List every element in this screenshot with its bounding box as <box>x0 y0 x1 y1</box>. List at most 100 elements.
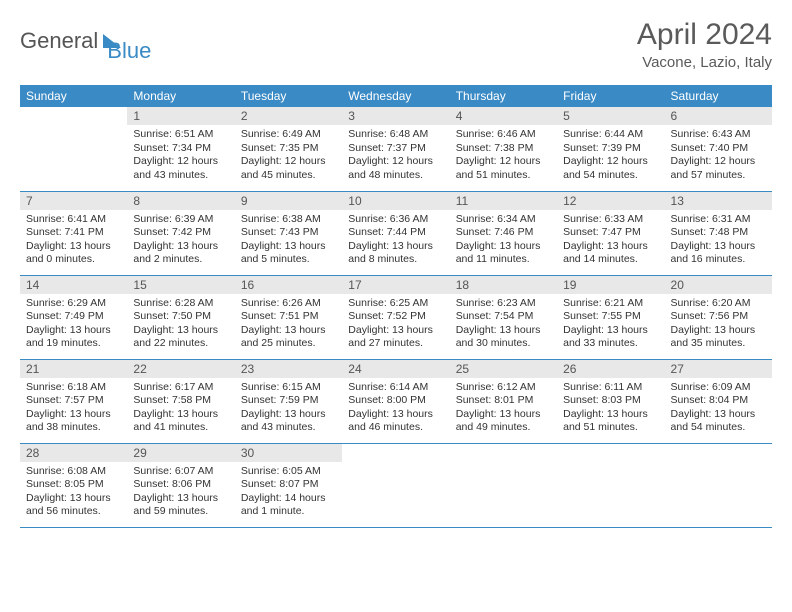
calendar-cell-empty <box>450 443 557 527</box>
daylight-line: Daylight: 13 hours and 59 minutes. <box>133 492 218 518</box>
weekday-header: Tuesday <box>235 85 342 107</box>
day-body: Sunrise: 6:28 AMSunset: 7:50 PMDaylight:… <box>127 294 234 356</box>
calendar-cell: 2Sunrise: 6:49 AMSunset: 7:35 PMDaylight… <box>235 107 342 191</box>
sunset-line: Sunset: 7:57 PM <box>26 394 104 406</box>
day-number: 1 <box>127 107 234 125</box>
day-number: 14 <box>20 276 127 294</box>
sunrise-line: Sunrise: 6:18 AM <box>26 381 106 393</box>
sunrise-line: Sunrise: 6:39 AM <box>133 213 213 225</box>
weekday-header: Sunday <box>20 85 127 107</box>
calendar-cell: 26Sunrise: 6:11 AMSunset: 8:03 PMDayligh… <box>557 359 664 443</box>
day-number: 7 <box>20 192 127 210</box>
daylight-line: Daylight: 13 hours and 33 minutes. <box>563 324 648 350</box>
day-body: Sunrise: 6:46 AMSunset: 7:38 PMDaylight:… <box>450 125 557 187</box>
calendar-cell: 27Sunrise: 6:09 AMSunset: 8:04 PMDayligh… <box>665 359 772 443</box>
day-body: Sunrise: 6:14 AMSunset: 8:00 PMDaylight:… <box>342 378 449 440</box>
day-number: 2 <box>235 107 342 125</box>
calendar-cell: 17Sunrise: 6:25 AMSunset: 7:52 PMDayligh… <box>342 275 449 359</box>
page-subtitle: Vacone, Lazio, Italy <box>637 54 772 71</box>
calendar-row: 7Sunrise: 6:41 AMSunset: 7:41 PMDaylight… <box>20 191 772 275</box>
daylight-line: Daylight: 13 hours and 11 minutes. <box>456 240 541 266</box>
sunset-line: Sunset: 7:38 PM <box>456 142 534 154</box>
day-body: Sunrise: 6:44 AMSunset: 7:39 PMDaylight:… <box>557 125 664 187</box>
sunset-line: Sunset: 7:59 PM <box>241 394 319 406</box>
calendar-cell: 16Sunrise: 6:26 AMSunset: 7:51 PMDayligh… <box>235 275 342 359</box>
daylight-line: Daylight: 12 hours and 45 minutes. <box>241 155 326 181</box>
sunset-line: Sunset: 8:07 PM <box>241 478 319 490</box>
calendar-cell: 18Sunrise: 6:23 AMSunset: 7:54 PMDayligh… <box>450 275 557 359</box>
sunset-line: Sunset: 7:44 PM <box>348 226 426 238</box>
calendar-cell: 7Sunrise: 6:41 AMSunset: 7:41 PMDaylight… <box>20 191 127 275</box>
sunrise-line: Sunrise: 6:21 AM <box>563 297 643 309</box>
calendar-cell: 20Sunrise: 6:20 AMSunset: 7:56 PMDayligh… <box>665 275 772 359</box>
sunset-line: Sunset: 7:50 PM <box>133 310 211 322</box>
logo: General Blue <box>20 18 151 64</box>
sunset-line: Sunset: 8:05 PM <box>26 478 104 490</box>
calendar-cell: 8Sunrise: 6:39 AMSunset: 7:42 PMDaylight… <box>127 191 234 275</box>
day-body: Sunrise: 6:09 AMSunset: 8:04 PMDaylight:… <box>665 378 772 440</box>
calendar-cell: 13Sunrise: 6:31 AMSunset: 7:48 PMDayligh… <box>665 191 772 275</box>
daylight-line: Daylight: 13 hours and 38 minutes. <box>26 408 111 434</box>
sunrise-line: Sunrise: 6:25 AM <box>348 297 428 309</box>
day-number: 25 <box>450 360 557 378</box>
calendar-cell: 23Sunrise: 6:15 AMSunset: 7:59 PMDayligh… <box>235 359 342 443</box>
day-number: 8 <box>127 192 234 210</box>
day-number: 29 <box>127 444 234 462</box>
sunrise-line: Sunrise: 6:23 AM <box>456 297 536 309</box>
day-number: 26 <box>557 360 664 378</box>
daylight-line: Daylight: 12 hours and 54 minutes. <box>563 155 648 181</box>
logo-text-general: General <box>20 28 98 54</box>
sunset-line: Sunset: 8:04 PM <box>671 394 749 406</box>
sunrise-line: Sunrise: 6:11 AM <box>563 381 642 393</box>
calendar-cell: 10Sunrise: 6:36 AMSunset: 7:44 PMDayligh… <box>342 191 449 275</box>
sunrise-line: Sunrise: 6:38 AM <box>241 213 321 225</box>
sunset-line: Sunset: 7:40 PM <box>671 142 749 154</box>
sunset-line: Sunset: 7:43 PM <box>241 226 319 238</box>
daylight-line: Daylight: 13 hours and 56 minutes. <box>26 492 111 518</box>
day-body: Sunrise: 6:38 AMSunset: 7:43 PMDaylight:… <box>235 210 342 272</box>
day-body: Sunrise: 6:48 AMSunset: 7:37 PMDaylight:… <box>342 125 449 187</box>
calendar-cell: 12Sunrise: 6:33 AMSunset: 7:47 PMDayligh… <box>557 191 664 275</box>
daylight-line: Daylight: 13 hours and 2 minutes. <box>133 240 218 266</box>
day-body: Sunrise: 6:07 AMSunset: 8:06 PMDaylight:… <box>127 462 234 524</box>
day-body: Sunrise: 6:15 AMSunset: 7:59 PMDaylight:… <box>235 378 342 440</box>
day-number: 15 <box>127 276 234 294</box>
day-number: 18 <box>450 276 557 294</box>
daylight-line: Daylight: 12 hours and 48 minutes. <box>348 155 433 181</box>
sunset-line: Sunset: 7:41 PM <box>26 226 104 238</box>
calendar-body: 1Sunrise: 6:51 AMSunset: 7:34 PMDaylight… <box>20 107 772 527</box>
day-body: Sunrise: 6:51 AMSunset: 7:34 PMDaylight:… <box>127 125 234 187</box>
sunrise-line: Sunrise: 6:07 AM <box>133 465 213 477</box>
weekday-header: Thursday <box>450 85 557 107</box>
day-body: Sunrise: 6:25 AMSunset: 7:52 PMDaylight:… <box>342 294 449 356</box>
day-number: 9 <box>235 192 342 210</box>
sunset-line: Sunset: 7:54 PM <box>456 310 534 322</box>
daylight-line: Daylight: 13 hours and 51 minutes. <box>563 408 648 434</box>
calendar-cell-empty <box>665 443 772 527</box>
sunset-line: Sunset: 8:00 PM <box>348 394 426 406</box>
calendar-row: 21Sunrise: 6:18 AMSunset: 7:57 PMDayligh… <box>20 359 772 443</box>
daylight-line: Daylight: 13 hours and 25 minutes. <box>241 324 326 350</box>
page-title: April 2024 <box>637 18 772 52</box>
sunset-line: Sunset: 8:01 PM <box>456 394 534 406</box>
day-number: 6 <box>665 107 772 125</box>
calendar-cell: 4Sunrise: 6:46 AMSunset: 7:38 PMDaylight… <box>450 107 557 191</box>
calendar-cell: 9Sunrise: 6:38 AMSunset: 7:43 PMDaylight… <box>235 191 342 275</box>
sunrise-line: Sunrise: 6:51 AM <box>133 128 213 140</box>
day-body: Sunrise: 6:39 AMSunset: 7:42 PMDaylight:… <box>127 210 234 272</box>
sunrise-line: Sunrise: 6:17 AM <box>133 381 213 393</box>
day-number: 24 <box>342 360 449 378</box>
calendar-cell-empty <box>557 443 664 527</box>
daylight-line: Daylight: 12 hours and 57 minutes. <box>671 155 756 181</box>
daylight-line: Daylight: 13 hours and 27 minutes. <box>348 324 433 350</box>
sunrise-line: Sunrise: 6:20 AM <box>671 297 751 309</box>
calendar-cell: 25Sunrise: 6:12 AMSunset: 8:01 PMDayligh… <box>450 359 557 443</box>
sunset-line: Sunset: 7:47 PM <box>563 226 641 238</box>
sunrise-line: Sunrise: 6:28 AM <box>133 297 213 309</box>
calendar-cell: 1Sunrise: 6:51 AMSunset: 7:34 PMDaylight… <box>127 107 234 191</box>
calendar-cell: 29Sunrise: 6:07 AMSunset: 8:06 PMDayligh… <box>127 443 234 527</box>
day-number: 19 <box>557 276 664 294</box>
day-body: Sunrise: 6:34 AMSunset: 7:46 PMDaylight:… <box>450 210 557 272</box>
daylight-line: Daylight: 13 hours and 46 minutes. <box>348 408 433 434</box>
day-number: 3 <box>342 107 449 125</box>
